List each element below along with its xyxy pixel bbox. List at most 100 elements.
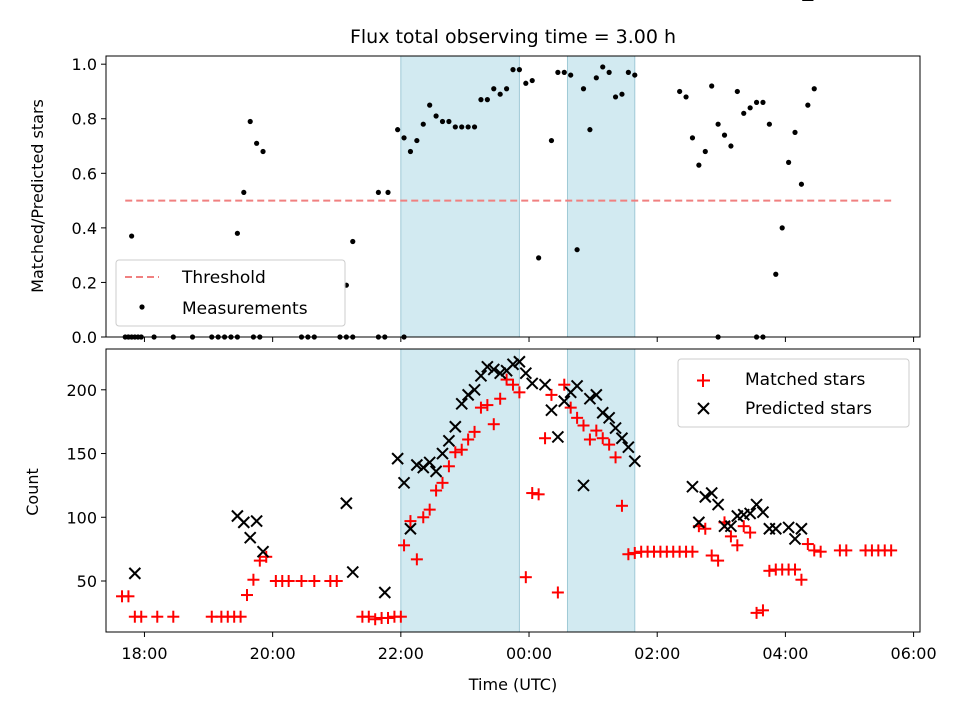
measurement-point	[452, 124, 458, 130]
measurement-point	[632, 72, 638, 78]
measurement-point	[753, 99, 760, 105]
predicted-star-point	[782, 521, 795, 534]
predicted-star-point	[493, 367, 507, 380]
matched-star-point	[814, 545, 827, 558]
matched-star-point	[241, 589, 254, 602]
matched-star-point	[885, 544, 898, 557]
predicted-star-point	[551, 430, 565, 444]
predicted-star-point	[429, 465, 443, 478]
predicted-star-point	[442, 434, 456, 447]
matched-star-point	[449, 446, 462, 459]
panel-counts-legend: Matched stars Predicted stars	[677, 358, 910, 428]
panel-counts-y-ticks: 50 100 150 200	[66, 381, 106, 591]
matched-star-point	[436, 476, 449, 489]
predicted-star-point	[686, 480, 699, 493]
panel-counts-predicted-points	[128, 0, 814, 599]
predicted-star-point	[410, 458, 424, 472]
x-tick-label: 02:00	[634, 644, 680, 663]
measurement-point	[600, 64, 606, 70]
measurement-point	[385, 189, 391, 196]
matched-star-point	[487, 418, 500, 431]
predicted-star-point	[436, 447, 449, 460]
measurement-point	[760, 99, 766, 105]
measurement-point	[497, 91, 503, 97]
matched-star-point	[756, 604, 769, 617]
panel-counts: 50 100 150 200 18:00 20:00 22:00 00:00 02:00 04:…	[23, 0, 937, 663]
measurement-point	[792, 129, 798, 135]
matched-star-point	[603, 438, 616, 451]
panel-counts-x-ticks: 18:00 20:00 22:00 00:00 02:00 04:00 06:00	[121, 632, 937, 663]
matched-star-point	[462, 433, 475, 446]
matched-star-point	[295, 575, 308, 588]
legend-measurements-swatch	[139, 304, 145, 310]
measurement-point	[471, 124, 478, 130]
panel-ratio-shading	[400, 55, 636, 338]
measurement-point	[446, 118, 452, 125]
legend-predicted-swatch	[697, 402, 710, 415]
measurement-point	[555, 69, 561, 75]
x-tick-label: 04:00	[762, 644, 808, 663]
legend-threshold-label: Threshold	[181, 268, 266, 288]
y-tick-label: 1.0	[72, 55, 97, 74]
measurement-point	[420, 121, 426, 127]
measurement-point	[414, 137, 420, 144]
legend-matched-swatch	[697, 374, 710, 387]
x-tick-label: 22:00	[378, 644, 424, 663]
measurement-point	[254, 140, 260, 146]
measurement-point	[786, 159, 792, 165]
predicted-star-point	[558, 395, 571, 408]
measurement-point	[395, 127, 401, 133]
y-tick-label: 0.6	[72, 164, 97, 183]
predicted-star-point	[455, 397, 468, 411]
predicted-star-point	[256, 545, 270, 558]
matched-star-point	[234, 610, 247, 623]
predicted-star-point	[769, 522, 782, 535]
predicted-star-point	[404, 522, 417, 535]
matched-star-point	[526, 487, 539, 500]
panel-ratio-y-axis-label: Matched/Predicted stars	[28, 99, 47, 293]
measurement-point	[741, 110, 747, 116]
measurement-point	[129, 233, 135, 239]
y-tick-label: 100	[66, 508, 97, 527]
chart-title: Flux total observing time = 3.00 h	[350, 26, 676, 48]
matched-star-point	[699, 522, 712, 535]
matched-star-point	[468, 425, 481, 438]
panel-counts-frame	[105, 348, 921, 633]
x-axis-label: Time (UTC)	[468, 675, 557, 694]
matched-star-point	[394, 610, 407, 623]
y-tick-label: 150	[66, 445, 97, 464]
measurement-point	[401, 135, 407, 141]
predicted-star-point	[692, 516, 706, 529]
measurement-point	[715, 121, 721, 127]
predicted-star-point	[487, 363, 500, 376]
measurement-point	[734, 88, 740, 95]
matched-star-point	[253, 554, 266, 567]
measurement-point	[612, 94, 619, 100]
matched-star-point	[282, 575, 295, 588]
panel-counts-y-axis-label: Count	[23, 468, 42, 516]
predicted-star-point	[474, 369, 488, 382]
panel-ratio: 0.0 0.2 0.4 0.6 0.8 1.0 Matched/Predicted sta…	[28, 55, 921, 347]
predicted-star-point	[622, 440, 635, 454]
measurement-point	[702, 148, 708, 155]
measurement-point	[234, 230, 240, 236]
matched-star-point	[423, 503, 436, 516]
measurement-point	[811, 86, 817, 92]
matched-star-point	[474, 401, 487, 414]
y-tick-label: 0.8	[72, 110, 97, 129]
measurement-point	[587, 127, 593, 133]
matched-star-point	[795, 573, 808, 586]
matched-star-point	[686, 545, 699, 558]
matched-star-point	[513, 386, 526, 399]
predicted-star-point	[628, 454, 641, 468]
matched-star-point	[731, 539, 744, 552]
matched-star-point	[260, 550, 273, 563]
measurement-point	[350, 238, 356, 245]
x-tick-label: 20:00	[250, 644, 296, 663]
predicted-star-point	[699, 490, 712, 504]
matched-star-point	[308, 575, 321, 588]
matched-star-point	[398, 539, 411, 552]
predicted-star-point	[788, 532, 802, 546]
matched-star-point	[763, 564, 776, 577]
matched-star-point	[494, 392, 507, 405]
